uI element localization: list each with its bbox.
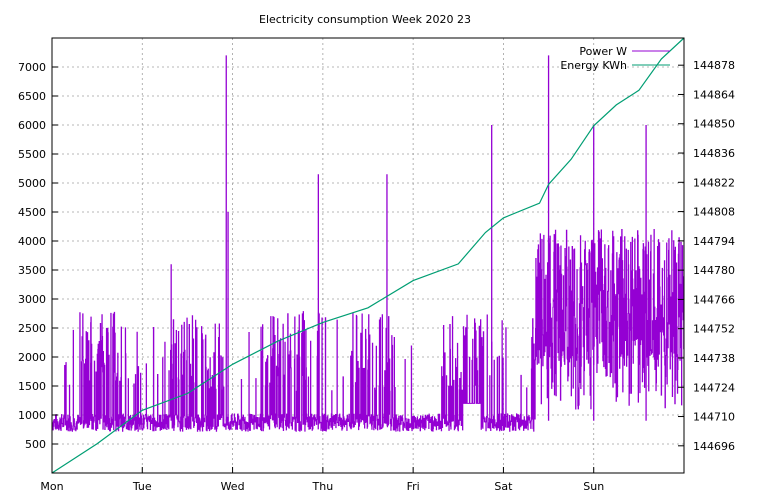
y2-tick-label: 144738 — [693, 352, 735, 365]
y-tick-label: 5000 — [18, 177, 46, 190]
power-series — [51, 55, 685, 432]
y-axis-ticks: 500 1000 1500 2000 2500 3000 3500 4000 4500 5000 5… — [18, 61, 58, 451]
y2-tick-label: 144808 — [693, 206, 735, 219]
y2-tick-label: 144864 — [693, 88, 735, 101]
y-tick-label: 6500 — [18, 90, 46, 103]
y-tick-label: 7000 — [18, 61, 46, 74]
power-line — [51, 229, 685, 432]
y-tick-label: 1000 — [18, 409, 46, 422]
x-tick-label: Wed — [221, 480, 245, 493]
y-tick-label: 500 — [25, 438, 46, 451]
y-tick-label: 3000 — [18, 293, 46, 306]
y2-tick-label: 144780 — [693, 264, 735, 277]
y-tick-label: 4000 — [18, 235, 46, 248]
y2-axis-ticks: 144696 144710 144724 144738 144752 144766 1447… — [678, 59, 735, 453]
y2-tick-label: 144850 — [693, 118, 735, 131]
energy-line — [51, 37, 685, 474]
grid-lines — [52, 38, 684, 473]
y2-tick-label: 144794 — [693, 235, 735, 248]
energy-series — [51, 37, 685, 474]
y2-tick-label: 144710 — [693, 411, 735, 424]
y2-tick-label: 144696 — [693, 440, 735, 453]
legend-label-power: Power W — [579, 45, 627, 58]
y-tick-label: 4500 — [18, 206, 46, 219]
y2-tick-label: 144766 — [693, 293, 735, 306]
x-axis-ticks: Mon Tue Wed Thu Fri Sat Sun — [40, 467, 604, 493]
x-tick-label: Sun — [583, 480, 604, 493]
chart-title: Electricity consumption Week 2020 23 — [259, 13, 471, 26]
legend-label-energy: Energy KWh — [560, 59, 627, 72]
x-tick-label: Thu — [312, 480, 334, 493]
y2-tick-label: 144878 — [693, 59, 735, 72]
y2-tick-label: 144822 — [693, 176, 735, 189]
legend: Power W Energy KWh — [560, 45, 670, 72]
y-tick-label: 2500 — [18, 322, 46, 335]
y2-tick-label: 144836 — [693, 147, 735, 160]
plot-frame — [51, 37, 685, 474]
y2-tick-label: 144752 — [693, 323, 735, 336]
x-tick-label: Fri — [407, 480, 420, 493]
x-tick-label: Sat — [494, 480, 513, 493]
y-tick-label: 1500 — [18, 380, 46, 393]
y2-tick-label: 144724 — [693, 381, 735, 394]
x-tick-label: Mon — [40, 480, 63, 493]
y-tick-label: 6000 — [18, 119, 46, 132]
y-tick-label: 3500 — [18, 264, 46, 277]
y-tick-label: 5500 — [18, 148, 46, 161]
y-tick-label: 2000 — [18, 351, 46, 364]
x-tick-label: Tue — [132, 480, 152, 493]
